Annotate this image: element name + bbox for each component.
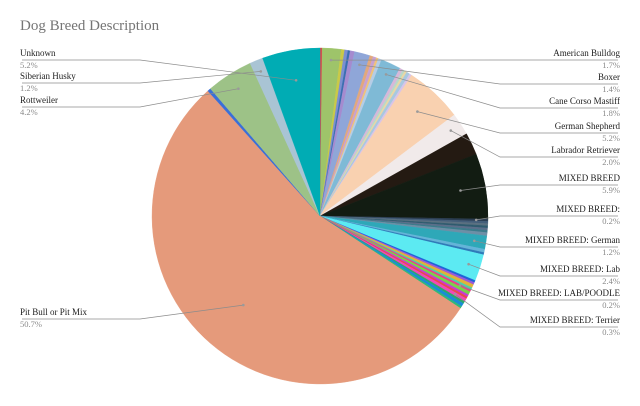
slice-percent-mixed-breed-lab: 2.4% <box>602 276 620 286</box>
leader-dot-mixed-breed <box>474 218 478 222</box>
slice-label-rottweiler: Rottweiler <box>20 95 58 105</box>
leader-line-german-shepherd <box>417 111 618 134</box>
slice-percent-german-shepherd: 5.2% <box>602 133 620 143</box>
leader-line-cane-corso-mastiff <box>385 74 618 109</box>
slice-label-boxer: Boxer <box>598 72 620 82</box>
slice-percent-siberian-husky: 1.2% <box>20 83 38 93</box>
leader-line-mixed-breed <box>476 215 618 221</box>
leader-dot-siberian-husky <box>259 70 263 73</box>
slice-label-mixed-breed: MIXED BREED: <box>556 204 620 214</box>
leader-dot-rottweiler <box>237 87 240 90</box>
slice-label-pit-bull-or-pit-mix: Pit Bull or Pit Mix <box>20 307 88 317</box>
pie-slice-unknown <box>262 47 321 217</box>
slice-label-mixed-breed-lab-poodle: MIXED BREED: LAB/POODLE <box>498 288 620 298</box>
slice-label-siberian-husky: Siberian Husky <box>20 71 76 81</box>
leader-line-labrador-retriever <box>450 130 618 158</box>
slice-percent-pit-bull-or-pit-mix: 50.7% <box>20 319 42 329</box>
leader-dot-mixed-breed <box>459 189 462 192</box>
leader-line-mixed-breed <box>460 184 618 191</box>
slice-percent-mixed-breed: 0.2% <box>602 216 620 226</box>
leader-dot-mixed-breed-terrier <box>453 293 457 296</box>
slice-label-unknown: Unknown <box>20 48 56 58</box>
leader-line-mixed-breed-german <box>474 240 618 248</box>
leader-dot-unknown <box>294 79 298 82</box>
slice-percent-boxer: 1.4% <box>602 84 620 94</box>
leader-dot-american-bulldog <box>329 58 333 62</box>
leader-dot-boxer <box>358 63 361 67</box>
leader-line-unknown <box>22 59 297 81</box>
slice-percent-american-bulldog: 1.7% <box>602 60 620 70</box>
slice-label-labrador-retriever: Labrador Retriever <box>551 145 620 155</box>
leader-line-siberian-husky <box>22 71 261 84</box>
slice-percent-mixed-breed-terrier: 0.3% <box>602 327 620 337</box>
slice-percent-mixed-breed-lab-poodle: 0.2% <box>602 300 620 310</box>
slice-percent-mixed-breed-german: 1.2% <box>602 247 620 257</box>
leader-line-mixed-breed-lab-poodle <box>459 285 618 301</box>
leader-line-mixed-breed-lab <box>468 263 618 277</box>
leader-dot-cane-corso-mastiff <box>384 73 388 76</box>
slice-label-mixed-breed-terrier: MIXED BREED: Terrier <box>530 315 620 325</box>
leader-line-mixed-breed-terrier <box>454 294 618 328</box>
leader-line-pit-bull-or-pit-mix <box>22 304 244 320</box>
leader-line-boxer <box>359 64 618 85</box>
leader-dot-labrador-retriever <box>449 129 453 132</box>
chart-title: Dog Breed Description <box>20 18 160 34</box>
leader-line-rottweiler <box>22 88 239 108</box>
slice-label-american-bulldog: American Bulldog <box>553 48 620 58</box>
leader-dot-pit-bull-or-pit-mix <box>242 303 245 307</box>
slice-percent-labrador-retriever: 2.0% <box>602 157 620 167</box>
slice-label-german-shepherd: German Shepherd <box>555 121 621 131</box>
slice-percent-unknown: 5.2% <box>20 60 38 70</box>
slice-label-mixed-breed: MIXED BREED <box>559 173 621 183</box>
slice-percent-mixed-breed: 5.9% <box>602 185 620 195</box>
leader-dot-mixed-breed-lab <box>467 262 470 266</box>
leader-dot-german-shepherd <box>416 110 419 113</box>
leader-dot-mixed-breed-german <box>473 239 476 243</box>
slice-percent-rottweiler: 4.2% <box>20 107 38 117</box>
slice-label-mixed-breed-german: MIXED BREED: German <box>525 235 620 245</box>
slice-percent-cane-corso-mastiff: 1.8% <box>602 108 620 118</box>
slice-label-cane-corso-mastiff: Cane Corso Mastiff <box>549 96 620 106</box>
leader-dot-mixed-breed-lab-poodle <box>458 284 462 287</box>
pie-slice-pit-bull-or-pit-mix <box>151 90 461 385</box>
slice-label-mixed-breed-lab: MIXED BREED: Lab <box>540 264 620 274</box>
